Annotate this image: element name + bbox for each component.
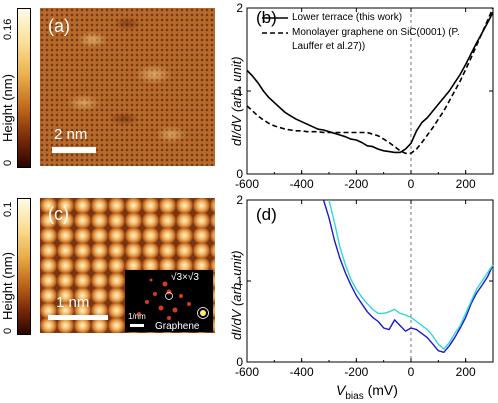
fft-spot <box>137 312 141 316</box>
chart-d-xtick-label: -600 <box>235 365 259 379</box>
colorbar-a-title: Height (nm) <box>0 74 15 142</box>
chart-b-xtick-label: -400 <box>290 177 314 191</box>
panel-label-b: (b) <box>256 8 277 27</box>
chart-d-xlabel: Vbias (mV) <box>336 382 398 402</box>
chart-b-ylabel: dI/dV (arb. unit) <box>229 56 244 146</box>
stm-image-a: (a) 2 nm <box>40 8 215 166</box>
colorbar-a <box>17 8 31 168</box>
panel-label-a: (a) <box>48 16 70 36</box>
scale-bar-a <box>52 147 96 153</box>
chart-d-xtick-label: 200 <box>456 365 476 379</box>
fft-inset-svg <box>137 278 209 320</box>
legend-label-2: Monolayer graphene on SiC(0001) (P. Lauf… <box>292 27 460 52</box>
chart-d-ylabel: dI/dV (arb. unit) <box>229 250 244 340</box>
colorbar-c-top-label: 0.1 <box>2 201 14 217</box>
fft-spot <box>172 307 178 313</box>
chart-d-ytick-label: 2 <box>236 193 243 207</box>
stm-image-c: (c) 1 nm <box>40 198 215 333</box>
fft-spot <box>187 302 191 306</box>
fft-spot <box>166 289 172 295</box>
legend-entry-2: Monolayer graphene on SiC(0001) (P. Lauf… <box>292 26 472 54</box>
legend-entry-1: Lower terrace (this work) <box>292 12 402 23</box>
inset-scale-label: 1/nm <box>128 312 146 321</box>
chart-d-ytick-label: 0 <box>236 355 243 369</box>
colorbar-a-bottom-label: 0 <box>2 159 14 166</box>
chart-d-xtick-label: -400 <box>290 365 314 379</box>
graphene-spot <box>200 310 206 316</box>
panel-label-d: (d) <box>256 205 277 224</box>
scale-label-a: 2 nm <box>54 126 88 143</box>
colorbar-c <box>17 198 31 335</box>
chart-b-xtick-label: 0 <box>408 177 415 191</box>
fft-spot <box>167 316 171 320</box>
chart-d-xtick-label: -200 <box>344 365 368 379</box>
fft-inset: √3×√3 1/nm Graphene <box>125 270 213 332</box>
chart-b-xtick-label: 200 <box>456 177 476 191</box>
chart-b-xtick-label: -600 <box>235 177 259 191</box>
legend-label-1: Lower terrace (this work) <box>292 12 403 23</box>
colorbar-c-bottom-label: 0 <box>2 327 14 334</box>
fft-spot <box>145 300 149 304</box>
xlabel-main: V <box>336 382 346 398</box>
colorbar-c-title: Height (nm) <box>0 252 15 320</box>
fft-spot <box>158 305 164 311</box>
sqrt3-spot-circle <box>165 292 173 300</box>
xlabel-sub: bias <box>345 390 364 402</box>
chart-b-xtick-label: -200 <box>344 177 368 191</box>
fft-spot <box>179 294 183 298</box>
inset-sqrt3-label: √3×√3 <box>171 272 199 283</box>
chart-d-series-2-line <box>328 199 494 350</box>
fft-spot <box>153 292 157 296</box>
inset-graphene-label: Graphene <box>155 321 200 332</box>
scale-bar-c <box>48 315 108 320</box>
chart-d-frame <box>246 199 494 363</box>
scale-label-c: 1 nm <box>56 294 90 311</box>
chart-d-series-1-line <box>322 199 494 353</box>
fft-spot <box>149 278 153 282</box>
chart-b-ytick-label: 2 <box>236 1 243 15</box>
xlabel-unit: (mV) <box>363 382 398 398</box>
chart-d-xtick-label: 0 <box>408 365 415 379</box>
colorbar-a-top-label: 0.16 <box>2 18 14 40</box>
chart-b-ytick-label: 0 <box>236 167 243 181</box>
panel-label-c: (c) <box>48 204 69 224</box>
graphene-spot-circle <box>197 307 209 319</box>
inset-scale-bar <box>130 324 144 327</box>
fft-spot <box>162 281 168 287</box>
